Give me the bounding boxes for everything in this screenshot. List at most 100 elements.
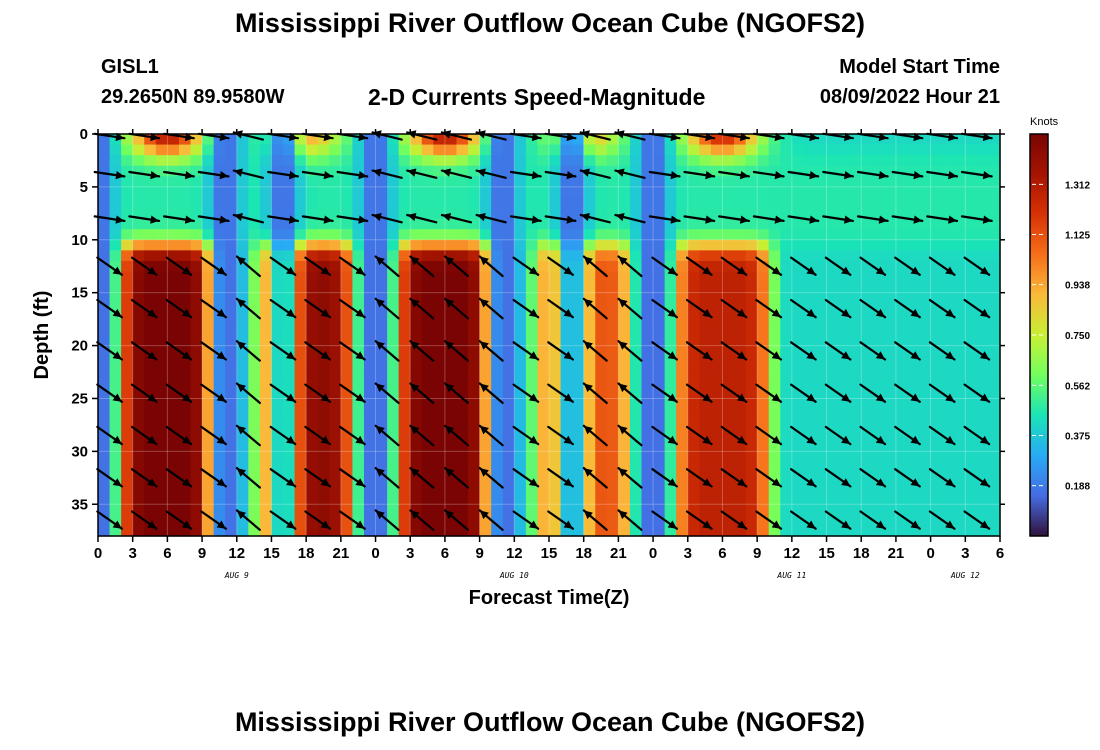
heatmap-cell bbox=[849, 292, 862, 304]
heatmap-cell bbox=[236, 313, 249, 326]
heatmap-cell bbox=[155, 345, 168, 357]
heatmap-cell bbox=[560, 165, 573, 177]
current-arrowhead bbox=[618, 256, 628, 266]
heatmap-cell bbox=[930, 144, 943, 156]
heatmap-cell bbox=[190, 472, 203, 484]
heatmap-cell bbox=[722, 239, 735, 251]
heatmap-cell bbox=[907, 303, 920, 315]
heatmap-cell bbox=[352, 282, 365, 294]
heatmap-cell bbox=[132, 483, 145, 495]
heatmap-cell bbox=[826, 451, 839, 463]
heatmap-cell bbox=[317, 356, 330, 368]
heatmap-cell bbox=[144, 260, 157, 273]
heatmap-cell bbox=[629, 229, 643, 241]
heatmap-cell bbox=[537, 451, 550, 463]
heatmap-cell bbox=[895, 165, 909, 177]
heatmap-cell bbox=[976, 451, 990, 463]
heatmap-cell bbox=[144, 134, 157, 146]
heatmap-cell bbox=[144, 409, 157, 421]
heatmap-cell bbox=[109, 345, 122, 357]
heatmap-cell bbox=[317, 239, 330, 251]
heatmap-cell bbox=[699, 313, 712, 326]
current-arrowhead bbox=[702, 435, 712, 445]
heatmap-cell bbox=[710, 504, 724, 516]
heatmap-cell bbox=[190, 165, 203, 177]
heatmap-cell bbox=[734, 303, 747, 315]
heatmap-cell bbox=[942, 514, 955, 527]
heatmap-cell bbox=[410, 483, 423, 495]
heatmap-cell bbox=[976, 282, 990, 294]
heatmap-cell bbox=[965, 525, 978, 537]
heatmap-cell bbox=[525, 208, 539, 220]
current-arrowhead bbox=[875, 393, 886, 402]
heatmap-cell bbox=[456, 377, 469, 389]
current-arrowhead bbox=[705, 171, 715, 180]
heatmap-cell bbox=[537, 176, 550, 188]
heatmap-cell bbox=[202, 451, 215, 463]
heatmap-cell bbox=[410, 186, 423, 199]
current-arrowhead bbox=[945, 520, 955, 529]
heatmap-cell bbox=[329, 335, 342, 347]
heatmap-cell bbox=[595, 250, 608, 262]
heatmap-cell bbox=[687, 514, 700, 527]
heatmap-cell bbox=[988, 155, 1001, 167]
heatmap-cell bbox=[294, 324, 307, 336]
heatmap-cell bbox=[537, 440, 550, 452]
heatmap-cell bbox=[144, 218, 157, 230]
heatmap-cell bbox=[375, 366, 388, 378]
heatmap-cell bbox=[895, 345, 909, 357]
heatmap-cell bbox=[248, 419, 261, 431]
heatmap-cell bbox=[433, 514, 446, 527]
heatmap-cell bbox=[618, 377, 631, 389]
heatmap-cell bbox=[803, 514, 816, 527]
current-arrowhead bbox=[702, 308, 712, 318]
heatmap-cell bbox=[190, 176, 203, 188]
current-arrowhead bbox=[236, 383, 246, 393]
heatmap-cell bbox=[826, 419, 839, 431]
heatmap-cell bbox=[583, 472, 596, 484]
heatmap-cell bbox=[595, 430, 608, 442]
heatmap-cell bbox=[387, 134, 400, 146]
heatmap-cell bbox=[121, 504, 134, 516]
heatmap-cell bbox=[872, 197, 885, 209]
heatmap-cell bbox=[502, 282, 515, 294]
current-arrowhead bbox=[618, 510, 628, 520]
heatmap-cell bbox=[653, 419, 666, 431]
heatmap-cell bbox=[398, 387, 411, 400]
current-arrowhead bbox=[615, 213, 625, 222]
heatmap-cell bbox=[444, 144, 458, 156]
heatmap-cell bbox=[606, 144, 619, 156]
heatmap-cell bbox=[225, 186, 238, 199]
heatmap-cell bbox=[826, 514, 839, 527]
heatmap-cell bbox=[606, 197, 619, 209]
current-arrowhead bbox=[806, 478, 816, 487]
heatmap-cell bbox=[329, 387, 342, 400]
heatmap-cell bbox=[502, 451, 515, 463]
heatmap-cell bbox=[155, 239, 168, 251]
heatmap-cell bbox=[121, 398, 134, 410]
current-arrowhead bbox=[910, 393, 920, 402]
heatmap-cell bbox=[456, 387, 469, 400]
heatmap-cell bbox=[294, 377, 307, 389]
heatmap-cell bbox=[930, 282, 943, 294]
heatmap-cell bbox=[375, 144, 388, 156]
heatmap-cell bbox=[525, 271, 539, 283]
current-arrowhead bbox=[479, 341, 489, 350]
heatmap-cell bbox=[583, 440, 596, 452]
current-arrowhead bbox=[841, 308, 851, 318]
heatmap-cell bbox=[259, 366, 273, 378]
heatmap-cell bbox=[895, 514, 909, 527]
heatmap-cell bbox=[306, 165, 319, 177]
heatmap-cell bbox=[583, 345, 596, 357]
x-tick-label: 9 bbox=[753, 545, 761, 562]
heatmap-cell bbox=[525, 440, 539, 452]
heatmap-cell bbox=[167, 176, 180, 188]
heatmap-cell bbox=[283, 239, 296, 251]
heatmap-cell bbox=[872, 239, 885, 251]
heatmap-cell bbox=[271, 260, 284, 273]
heatmap-cell bbox=[109, 451, 122, 463]
heatmap-cell bbox=[895, 155, 909, 167]
heatmap-cell bbox=[803, 345, 816, 357]
heatmap-cell bbox=[768, 514, 781, 527]
heatmap-cell bbox=[907, 398, 920, 410]
